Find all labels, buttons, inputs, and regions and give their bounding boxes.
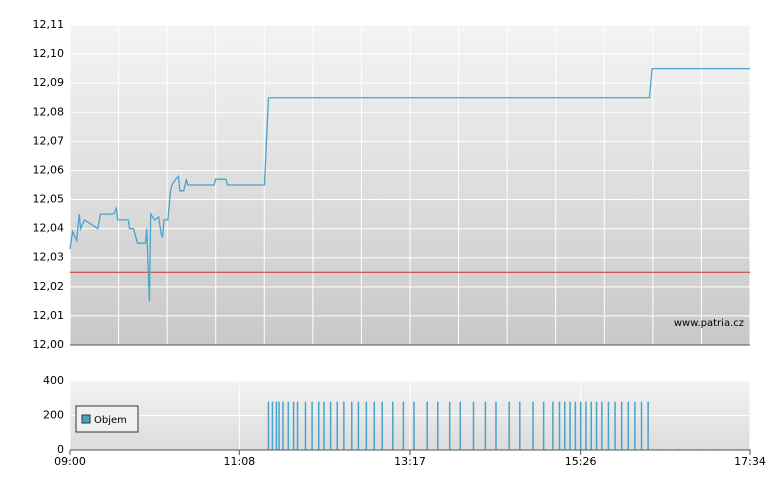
x-tick-label: 17:34 <box>734 455 766 468</box>
volume-bar <box>585 401 587 450</box>
volume-bar <box>413 401 415 450</box>
y-tick-label: 12,10 <box>33 47 65 60</box>
y-tick-label: 0 <box>57 443 64 456</box>
volume-bar <box>392 401 394 450</box>
y-tick-label: 12,05 <box>33 193 65 206</box>
volume-bar <box>484 401 487 450</box>
volume-bar <box>532 401 534 450</box>
y-tick-label: 400 <box>43 374 64 387</box>
y-tick-label: 12,08 <box>33 105 65 118</box>
volume-bar <box>275 401 278 450</box>
volume-bar <box>267 401 270 450</box>
volume-bar <box>564 401 566 450</box>
watermark: www.patria.cz <box>674 318 744 329</box>
y-tick-label: 12,03 <box>33 251 65 264</box>
volume-bar <box>595 401 598 450</box>
volume-bar <box>296 401 299 450</box>
volume-bar <box>508 401 510 450</box>
volume-bar <box>627 401 630 450</box>
y-tick-label: 12,04 <box>33 222 65 235</box>
volume-bar <box>317 401 320 450</box>
volume-bar <box>343 401 345 450</box>
volume-bar <box>365 401 368 450</box>
volume-bar <box>426 401 428 450</box>
volume-bar <box>552 401 554 450</box>
volume-bar <box>311 401 313 450</box>
volume-bar <box>558 401 561 450</box>
x-tick-label: 09:00 <box>54 455 86 468</box>
y-tick-label: 12,09 <box>33 76 65 89</box>
legend-label: Objem <box>94 415 127 426</box>
volume-bar <box>373 401 376 450</box>
volume-bar <box>282 401 284 450</box>
volume-bar <box>271 401 274 450</box>
y-tick-label: 12,07 <box>33 134 65 147</box>
volume-bar <box>472 401 475 450</box>
volume-bar <box>569 401 571 450</box>
volume-bar <box>278 401 280 450</box>
volume-bar <box>336 401 338 450</box>
volume-bar <box>357 401 360 450</box>
y-tick-label: 12,02 <box>33 280 65 293</box>
volume-bar <box>304 401 307 450</box>
volume-bar <box>402 401 405 450</box>
volume-bar <box>437 401 439 450</box>
volume-bar <box>574 401 577 450</box>
x-tick-label: 13:17 <box>394 455 426 468</box>
volume-bar <box>590 401 592 450</box>
legend-swatch <box>81 414 91 424</box>
volume-bar <box>620 401 623 450</box>
y-tick-label: 12,11 <box>33 18 65 31</box>
volume-bar <box>381 401 383 450</box>
volume-bar <box>448 401 451 450</box>
volume-bar <box>647 401 649 450</box>
volume-bar <box>459 401 462 450</box>
price-line <box>69 67 750 302</box>
y-tick-label: 12,06 <box>33 163 65 176</box>
volume-bar <box>351 401 353 450</box>
y-tick-label: 12,01 <box>33 309 65 322</box>
volume-bar <box>579 401 582 450</box>
volume-bar <box>495 401 497 450</box>
y-tick-label: 200 <box>43 409 64 422</box>
x-tick-label: 11:08 <box>223 455 255 468</box>
x-tick-label: 15:26 <box>565 455 597 468</box>
volume-bar <box>287 401 290 450</box>
volume-bar <box>292 401 295 450</box>
volume-bar <box>542 401 545 450</box>
volume-bar <box>634 401 636 450</box>
volume-bar <box>519 401 521 450</box>
volume-bar <box>329 401 332 450</box>
volume-bar <box>323 401 325 450</box>
volume-bar <box>640 401 643 450</box>
volume-bar <box>601 401 603 450</box>
volume-bar <box>614 401 616 450</box>
volume-bar <box>607 401 610 450</box>
y-tick-label: 12,00 <box>33 338 65 351</box>
